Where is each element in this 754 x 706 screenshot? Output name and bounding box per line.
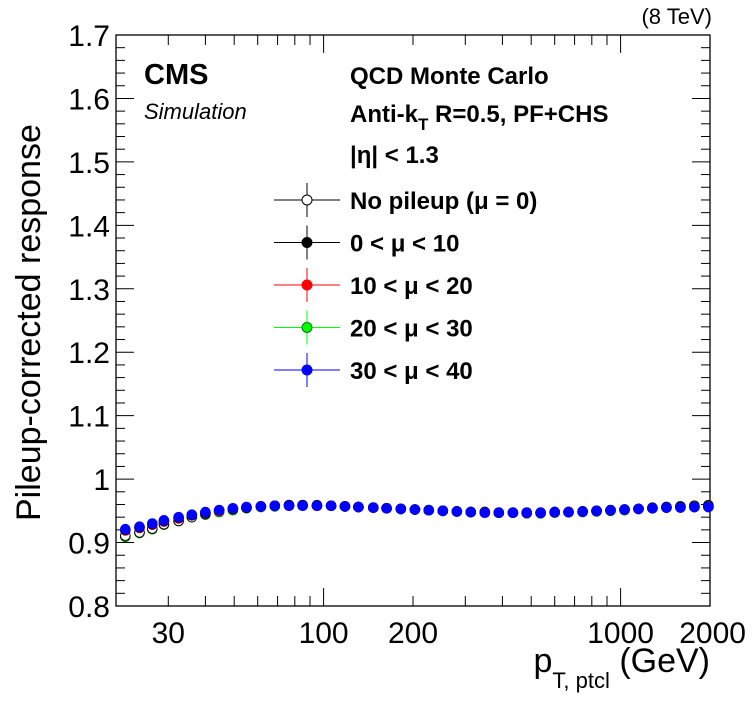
x-tick-label: 200: [388, 617, 438, 650]
data-point: [382, 503, 392, 513]
legend-label: No pileup (μ = 0): [350, 188, 537, 215]
data-point: [340, 502, 350, 512]
data-point: [147, 519, 157, 529]
x-tick-label: 100: [299, 617, 349, 650]
legend: No pileup (μ = 0) 0 < μ < 10 10 < μ < 20 20…: [274, 183, 537, 387]
energy-label: (8 TeV): [641, 4, 712, 29]
y-tick-label: 1.1: [68, 401, 110, 434]
data-point: [256, 502, 266, 512]
legend-label: 30 < μ < 40: [350, 358, 473, 385]
data-point: [368, 503, 378, 513]
info-line-2-suffix: R=0.5, PF+CHS: [428, 101, 608, 128]
y-tick-label: 0.8: [68, 591, 110, 624]
info-line-2-sub: T: [418, 115, 429, 134]
data-point: [564, 507, 574, 517]
data-point: [690, 502, 700, 512]
x-tick-label: 30: [152, 617, 185, 650]
data-point: [174, 512, 184, 522]
y-axis-title: Pileup-corrected response: [10, 124, 48, 521]
data-point: [284, 501, 294, 511]
data-point: [298, 501, 308, 511]
data-point: [187, 510, 197, 520]
data-point: [228, 503, 238, 513]
y-tick-label: 1.3: [68, 274, 110, 307]
data-point: [312, 501, 322, 511]
data-point: [480, 508, 490, 518]
data-point: [466, 507, 476, 517]
y-tick-label: 1.4: [68, 210, 110, 243]
info-line-1: QCD Monte Carlo: [350, 63, 549, 90]
data-point: [452, 507, 462, 517]
data-point: [550, 507, 560, 517]
data-point: [354, 502, 364, 512]
y-tick-label: 1.2: [68, 337, 110, 370]
data-point: [201, 507, 211, 517]
data-point: [494, 508, 504, 518]
data-point: [242, 502, 252, 512]
info-line-3: |η| < 1.3: [350, 142, 439, 169]
info-line-2-prefix: Anti-k: [350, 101, 419, 128]
data-point: [396, 504, 406, 514]
x-axis-title: pT, ptcl (GeV): [533, 642, 710, 693]
data-point: [676, 503, 686, 513]
simulation-label: Simulation: [144, 99, 247, 124]
data-point: [159, 516, 169, 526]
x-axis-title-sub: T, ptcl: [552, 668, 609, 693]
data-point: [578, 507, 588, 517]
legend-marker: [302, 323, 312, 333]
data-point: [121, 524, 131, 534]
y-tick-label: 1.6: [68, 83, 110, 116]
data-point: [662, 503, 672, 513]
data-point: [214, 505, 224, 515]
data-point: [634, 504, 644, 514]
data-point: [410, 505, 420, 515]
legend-label: 20 < μ < 30: [350, 316, 473, 343]
data-point: [438, 506, 448, 516]
legend-marker: [302, 195, 312, 205]
data-point: [135, 522, 145, 532]
legend-marker: [302, 280, 312, 290]
legend-label: 10 < μ < 20: [350, 273, 473, 300]
info-line-2: Anti-kT R=0.5, PF+CHS: [350, 101, 608, 134]
data-point: [620, 505, 630, 515]
data-point: [648, 503, 658, 513]
x-axis-title-unit: (GeV): [610, 642, 710, 680]
y-tick-label: 0.9: [68, 528, 110, 561]
cms-label: CMS: [144, 59, 208, 91]
data-point: [270, 501, 280, 511]
data-point: [606, 505, 616, 515]
legend-label: 0 < μ < 10: [350, 231, 459, 258]
data-point: [326, 501, 336, 511]
data-point: [592, 506, 602, 516]
data-point: [704, 502, 714, 512]
x-axis-title-main: p: [533, 642, 552, 680]
legend-marker: [302, 365, 312, 375]
y-tick-label: 1.5: [68, 147, 110, 180]
legend-marker: [302, 238, 312, 248]
y-tick-label: 1.7: [68, 20, 110, 53]
data-point: [424, 505, 434, 515]
data-point: [536, 508, 546, 518]
y-tick-label: 1: [93, 464, 110, 497]
data-point: [508, 508, 518, 518]
data-point: [522, 508, 532, 518]
